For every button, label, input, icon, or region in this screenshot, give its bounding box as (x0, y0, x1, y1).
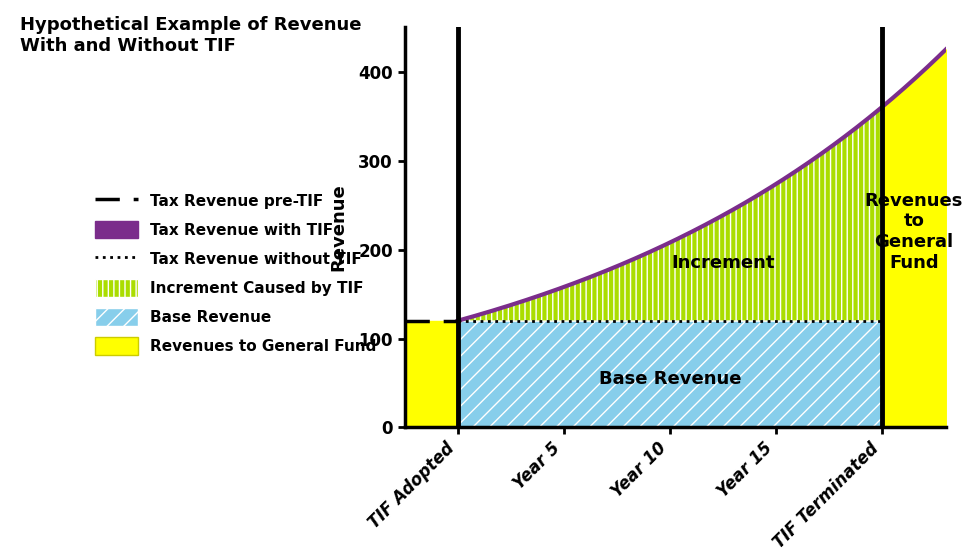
Text: Base Revenue: Base Revenue (599, 369, 741, 387)
Text: Revenues
to
General
Fund: Revenues to General Fund (865, 192, 963, 272)
Y-axis label: Revenue: Revenue (330, 184, 347, 271)
Legend: Tax Revenue pre-TIF, Tax Revenue with TIF, Tax Revenue without TIF, Increment Ca: Tax Revenue pre-TIF, Tax Revenue with TI… (91, 187, 381, 359)
Text: Increment: Increment (671, 254, 775, 272)
Text: Hypothetical Example of Revenue
With and Without TIF: Hypothetical Example of Revenue With and… (20, 16, 361, 55)
